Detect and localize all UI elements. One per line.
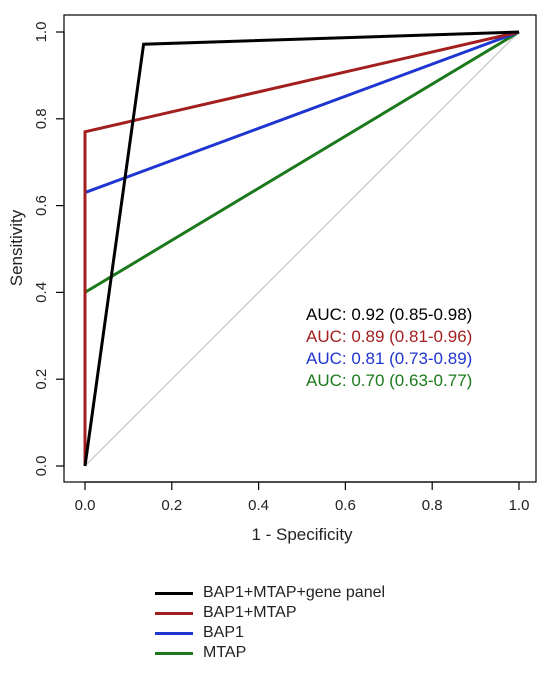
legend-item-bap1-mtap: BAP1+MTAP: [155, 603, 385, 623]
plot-frame: [63, 14, 537, 483]
legend: BAP1+MTAP+gene panel BAP1+MTAP BAP1 MTAP: [155, 583, 385, 663]
auc-annotation: AUC: 0.70 (0.63-0.77): [306, 371, 472, 390]
legend-label: BAP1+MTAP+gene panel: [203, 584, 386, 601]
legend-swatch: [155, 651, 193, 655]
reference-diagonal-line: [84, 31, 520, 467]
roc-line-bap1-mtap: [83, 30, 520, 466]
auc-annotation: AUC: 0.92 (0.85-0.98): [306, 305, 472, 324]
y-tick-label: 0.8: [33, 108, 50, 129]
auc-annotation: AUC: 0.89 (0.81-0.96): [306, 327, 472, 346]
legend-swatch: [155, 631, 193, 635]
x-tick-label: 1.0: [509, 497, 530, 514]
legend-swatch: [155, 591, 193, 595]
y-tick-label: 0.0: [33, 456, 50, 477]
x-axis-label: 1 - Specificity: [251, 525, 353, 544]
x-tick-label: 0.4: [248, 497, 269, 514]
x-tick-label: 0.6: [335, 497, 356, 514]
roc-chart: 0.0 0.2 0.4 0.6 0.8 1.0 0.0 0.2 0.4 0.6 0.8 1.0 AU…: [7, 14, 537, 544]
legend-label: BAP1+MTAP: [203, 604, 297, 621]
legend-item-mtap: MTAP: [155, 643, 385, 663]
y-tick-label: 1.0: [33, 22, 50, 43]
y-tick-label: 0.6: [33, 195, 50, 216]
x-tick-label: 0.8: [422, 497, 443, 514]
legend-swatch: [155, 611, 193, 615]
x-tick-label: 0.0: [75, 497, 96, 514]
legend-item-gene-panel: BAP1+MTAP+gene panel: [155, 583, 385, 603]
y-axis-label: Sensitivity: [7, 209, 26, 286]
y-tick-label: 0.4: [33, 282, 50, 303]
legend-label: MTAP: [203, 644, 247, 661]
legend-item-bap1: BAP1: [155, 623, 385, 643]
legend-label: BAP1: [203, 624, 244, 641]
y-tick-label: 0.2: [33, 369, 50, 390]
x-tick-label: 0.2: [161, 497, 182, 514]
roc-line-gene-panel: [83, 30, 520, 467]
auc-annotation: AUC: 0.81 (0.73-0.89): [306, 349, 472, 368]
